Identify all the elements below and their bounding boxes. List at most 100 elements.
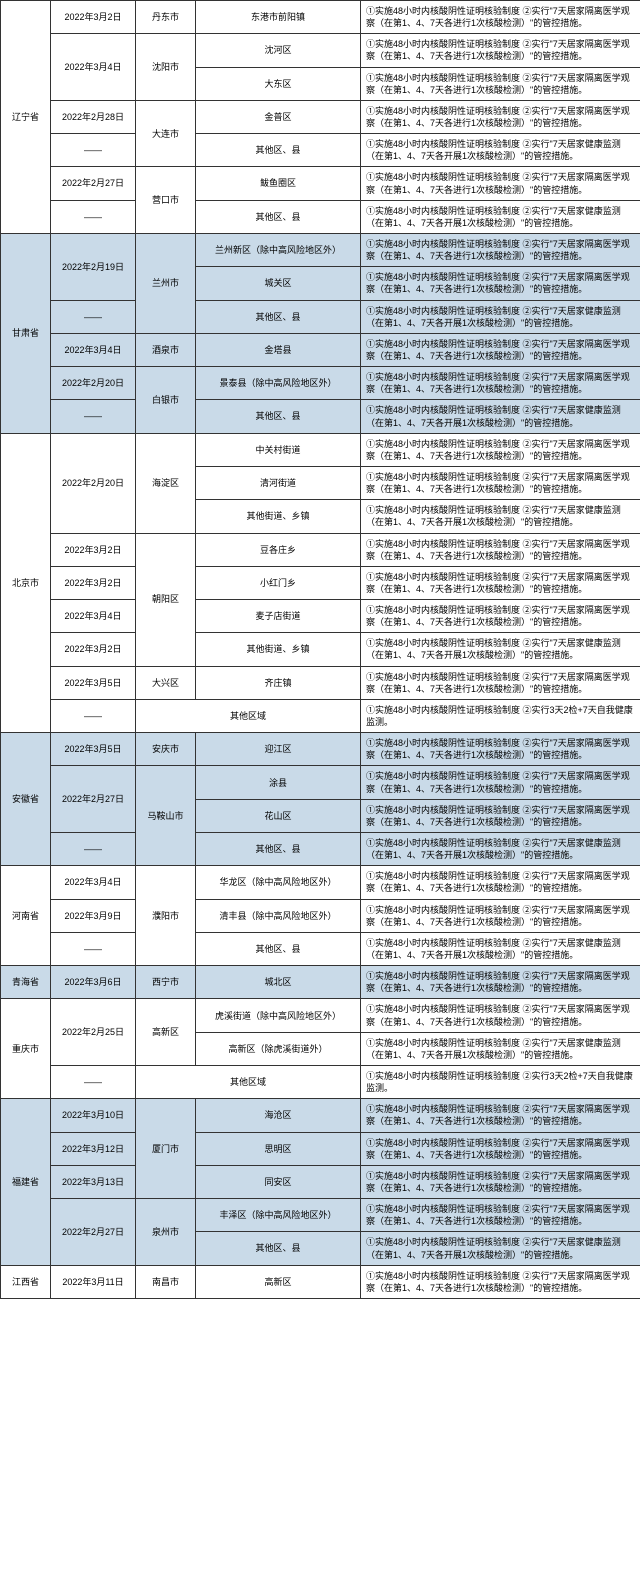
province-cell: 青海省	[1, 966, 51, 999]
date-cell: 2022年3月5日	[51, 666, 136, 699]
measure-cell: ①实施48小时内核酸阴性证明核验制度 ②实行"7天居家健康监测（在第1、4、7天…	[361, 633, 640, 666]
zone-cell: 其他区域	[136, 1066, 361, 1099]
zone-cell: 其他区、县	[196, 200, 361, 233]
city-cell: 马鞍山市	[136, 766, 196, 866]
zone-cell: 大东区	[196, 67, 361, 100]
province-cell: 重庆市	[1, 999, 51, 1099]
zone-cell: 迎江区	[196, 733, 361, 766]
measure-cell: ①实施48小时内核酸阴性证明核验制度 ②实行"7天居家隔离医学观察（在第1、4、…	[361, 1165, 640, 1198]
measure-cell: ①实施48小时内核酸阴性证明核验制度 ②实行"7天居家健康监测（在第1、4、7天…	[361, 200, 640, 233]
table-row: ——其他区、县①实施48小时内核酸阴性证明核验制度 ②实行"7天居家健康监测（在…	[1, 400, 640, 433]
zone-cell: 其他区、县	[196, 134, 361, 167]
date-cell: 2022年3月6日	[51, 966, 136, 999]
table-row: 2022年2月27日营口市鲅鱼圈区①实施48小时内核酸阴性证明核验制度 ②实行"…	[1, 167, 640, 200]
table-row: 河南省2022年3月4日濮阳市华龙区（除中高风险地区外）①实施48小时内核酸阴性…	[1, 866, 640, 899]
date-cell: 2022年3月2日	[51, 533, 136, 566]
zone-cell: 其他区域	[136, 699, 361, 732]
measure-cell: ①实施48小时内核酸阴性证明核验制度 ②实行"7天居家健康监测（在第1、4、7天…	[361, 300, 640, 333]
measure-cell: ①实施48小时内核酸阴性证明核验制度 ②实行"7天居家健康监测（在第1、4、7天…	[361, 932, 640, 965]
zone-cell: 金塔县	[196, 333, 361, 366]
table-row: ——其他区、县①实施48小时内核酸阴性证明核验制度 ②实行"7天居家健康监测（在…	[1, 200, 640, 233]
table-row: ——其他区、县①实施48小时内核酸阴性证明核验制度 ②实行"7天居家健康监测（在…	[1, 300, 640, 333]
date-cell: ——	[51, 699, 136, 732]
table-row: 甘肃省2022年2月19日兰州市兰州新区（除中高风险地区外）①实施48小时内核酸…	[1, 233, 640, 266]
date-cell: ——	[51, 134, 136, 167]
measure-cell: ①实施48小时内核酸阴性证明核验制度 ②实行"7天居家健康监测（在第1、4、7天…	[361, 134, 640, 167]
city-cell: 泉州市	[136, 1199, 196, 1266]
measure-cell: ①实施48小时内核酸阴性证明核验制度 ②实行"7天居家隔离医学观察（在第1、4、…	[361, 866, 640, 899]
zone-cell: 花山区	[196, 799, 361, 832]
zone-cell: 海沧区	[196, 1099, 361, 1132]
measure-cell: ①实施48小时内核酸阴性证明核验制度 ②实行"7天居家隔离医学观察（在第1、4、…	[361, 733, 640, 766]
city-cell: 南昌市	[136, 1265, 196, 1298]
measure-cell: ①实施48小时内核酸阴性证明核验制度 ②实行"7天居家隔离医学观察（在第1、4、…	[361, 333, 640, 366]
date-cell: 2022年2月20日	[51, 367, 136, 400]
zone-cell: 其他区、县	[196, 300, 361, 333]
measure-cell: ①实施48小时内核酸阴性证明核验制度 ②实行"7天居家隔离医学观察（在第1、4、…	[361, 1132, 640, 1165]
zone-cell: 清河街道	[196, 466, 361, 499]
date-cell: 2022年3月4日	[51, 866, 136, 899]
date-cell: 2022年3月11日	[51, 1265, 136, 1298]
measure-cell: ①实施48小时内核酸阴性证明核验制度 ②实行"7天居家健康监测（在第1、4、7天…	[361, 1232, 640, 1265]
city-cell: 白银市	[136, 367, 196, 434]
measure-cell: ①实施48小时内核酸阴性证明核验制度 ②实行3天2检+7天自我健康监测。	[361, 699, 640, 732]
city-cell: 朝阳区	[136, 533, 196, 666]
date-cell: 2022年3月2日	[51, 566, 136, 599]
zone-cell: 鲅鱼圈区	[196, 167, 361, 200]
measure-cell: ①实施48小时内核酸阴性证明核验制度 ②实行"7天居家隔离医学观察（在第1、4、…	[361, 1199, 640, 1232]
zone-cell: 东港市前阳镇	[196, 1, 361, 34]
province-cell: 安徽省	[1, 733, 51, 866]
zone-cell: 涂县	[196, 766, 361, 799]
date-cell: 2022年2月27日	[51, 766, 136, 833]
measure-cell: ①实施48小时内核酸阴性证明核验制度 ②实行"7天居家隔离医学观察（在第1、4、…	[361, 367, 640, 400]
table-row: ——其他区域①实施48小时内核酸阴性证明核验制度 ②实行3天2检+7天自我健康监…	[1, 699, 640, 732]
date-cell: 2022年3月9日	[51, 899, 136, 932]
date-cell: 2022年3月4日	[51, 600, 136, 633]
table-row: 北京市2022年2月20日海淀区中关村街道①实施48小时内核酸阴性证明核验制度 …	[1, 433, 640, 466]
measure-cell: ①实施48小时内核酸阴性证明核验制度 ②实行"7天居家隔离医学观察（在第1、4、…	[361, 1, 640, 34]
table-row: 辽宁省2022年3月2日丹东市东港市前阳镇①实施48小时内核酸阴性证明核验制度 …	[1, 1, 640, 34]
city-cell: 安庆市	[136, 733, 196, 766]
city-cell: 兰州市	[136, 233, 196, 333]
table-row: 2022年3月4日麦子店街道①实施48小时内核酸阴性证明核验制度 ②实行"7天居…	[1, 600, 640, 633]
zone-cell: 思明区	[196, 1132, 361, 1165]
measure-cell: ①实施48小时内核酸阴性证明核验制度 ②实行"7天居家隔离医学观察（在第1、4、…	[361, 67, 640, 100]
date-cell: 2022年2月27日	[51, 167, 136, 200]
city-cell: 海淀区	[136, 433, 196, 533]
zone-cell: 其他区、县	[196, 400, 361, 433]
province-cell: 福建省	[1, 1099, 51, 1265]
zone-cell: 华龙区（除中高风险地区外）	[196, 866, 361, 899]
city-cell: 营口市	[136, 167, 196, 234]
measure-cell: ①实施48小时内核酸阴性证明核验制度 ②实行"7天居家隔离医学观察（在第1、4、…	[361, 466, 640, 499]
zone-cell: 丰泽区（除中高风险地区外）	[196, 1199, 361, 1232]
city-cell: 高新区	[136, 999, 196, 1066]
measure-cell: ①实施48小时内核酸阴性证明核验制度 ②实行"7天居家隔离医学观察（在第1、4、…	[361, 233, 640, 266]
measure-cell: ①实施48小时内核酸阴性证明核验制度 ②实行"7天居家隔离医学观察（在第1、4、…	[361, 533, 640, 566]
table-row: 2022年3月5日大兴区齐庄镇①实施48小时内核酸阴性证明核验制度 ②实行"7天…	[1, 666, 640, 699]
measure-cell: ①实施48小时内核酸阴性证明核验制度 ②实行"7天居家隔离医学观察（在第1、4、…	[361, 999, 640, 1032]
city-cell: 濮阳市	[136, 866, 196, 966]
zone-cell: 小红门乡	[196, 566, 361, 599]
measure-cell: ①实施48小时内核酸阴性证明核验制度 ②实行"7天居家隔离医学观察（在第1、4、…	[361, 899, 640, 932]
date-cell: 2022年3月4日	[51, 333, 136, 366]
zone-cell: 高新区	[196, 1265, 361, 1298]
table-row: 2022年3月4日沈阳市沈河区①实施48小时内核酸阴性证明核验制度 ②实行"7天…	[1, 34, 640, 67]
city-cell: 西宁市	[136, 966, 196, 999]
city-cell: 丹东市	[136, 1, 196, 34]
table-row: 2022年3月4日酒泉市金塔县①实施48小时内核酸阴性证明核验制度 ②实行"7天…	[1, 333, 640, 366]
table-row: —— 其他区、县①实施48小时内核酸阴性证明核验制度 ②实行"7天居家健康监测（在…	[1, 134, 640, 167]
measure-cell: ①实施48小时内核酸阴性证明核验制度 ②实行"7天居家隔离医学观察（在第1、4、…	[361, 100, 640, 133]
zone-cell: 城关区	[196, 267, 361, 300]
policy-table: 辽宁省2022年3月2日丹东市东港市前阳镇①实施48小时内核酸阴性证明核验制度 …	[0, 0, 640, 1299]
zone-cell: 其他街道、乡镇	[196, 500, 361, 533]
zone-cell: 景泰县（除中高风险地区外）	[196, 367, 361, 400]
date-cell: ——	[51, 932, 136, 965]
date-cell: 2022年3月2日	[51, 633, 136, 666]
table-row: 2022年2月20日白银市景泰县（除中高风险地区外）①实施48小时内核酸阴性证明…	[1, 367, 640, 400]
table-row: ——其他区、县①实施48小时内核酸阴性证明核验制度 ②实行"7天居家健康监测（在…	[1, 932, 640, 965]
table-row: 2022年3月13日同安区①实施48小时内核酸阴性证明核验制度 ②实行"7天居家…	[1, 1165, 640, 1198]
measure-cell: ①实施48小时内核酸阴性证明核验制度 ②实行"7天居家隔离医学观察（在第1、4、…	[361, 1265, 640, 1298]
zone-cell: 城北区	[196, 966, 361, 999]
table-row: 2022年2月27日泉州市丰泽区（除中高风险地区外）①实施48小时内核酸阴性证明…	[1, 1199, 640, 1232]
zone-cell: 金普区	[196, 100, 361, 133]
